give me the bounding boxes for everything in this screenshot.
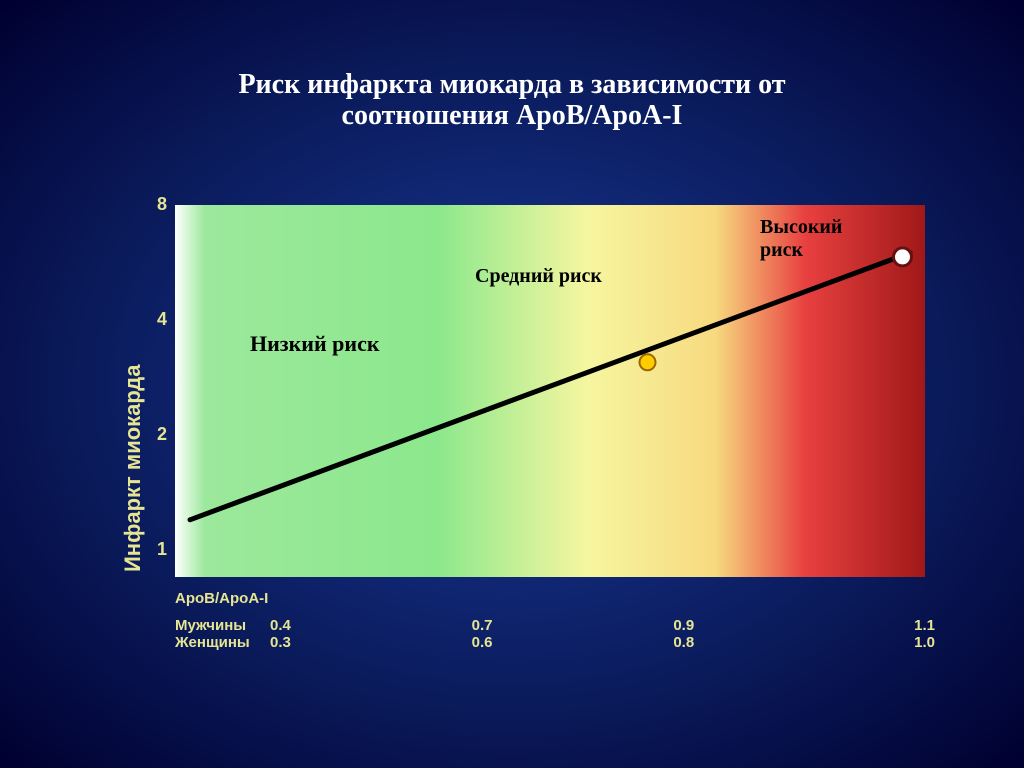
chart-title: Риск инфаркта миокарда в зависимости от … — [0, 70, 1024, 132]
risk-marker — [640, 354, 656, 370]
y-tick-label: 8 — [137, 194, 167, 215]
title-line2: соотношения АроВ/АроА-I — [342, 100, 683, 131]
y-tick-label: 4 — [137, 309, 167, 330]
x-row-value: 0.4 — [270, 617, 472, 634]
x-axis-table: АроВ/АроА-I Мужчины0.40.70.91.1Женщины0.… — [175, 590, 935, 651]
y-tick-label: 2 — [137, 424, 167, 445]
x-row-value: 0.9 — [673, 617, 875, 634]
risk-label: Высокийриск — [760, 216, 842, 262]
x-row-value: 0.6 — [472, 634, 674, 651]
risk-label: Средний риск — [475, 265, 602, 288]
x-row-value: 0.7 — [472, 617, 674, 634]
chart-area: Низкий риск Средний риск Высокийриск — [175, 205, 925, 577]
x-axis-header: АроВ/АроА-I — [175, 590, 935, 607]
risk-marker — [894, 248, 912, 266]
x-table-row: Мужчины0.40.70.91.1 — [175, 617, 935, 634]
x-row-value: 1.1 — [875, 617, 935, 634]
x-axis-rows: Мужчины0.40.70.91.1Женщины0.30.60.81.0 — [175, 617, 935, 651]
title-line1: Риск инфаркта миокарда в зависимости от — [238, 69, 785, 100]
risk-label: Низкий риск — [250, 331, 380, 357]
x-table-row: Женщины0.30.60.81.0 — [175, 634, 935, 651]
x-row-label: Мужчины — [175, 617, 270, 634]
x-row-label: Женщины — [175, 634, 270, 651]
x-row-value: 1.0 — [875, 634, 935, 651]
x-row-value: 0.3 — [270, 634, 472, 651]
y-tick-label: 1 — [137, 539, 167, 560]
x-row-value: 0.8 — [673, 634, 875, 651]
